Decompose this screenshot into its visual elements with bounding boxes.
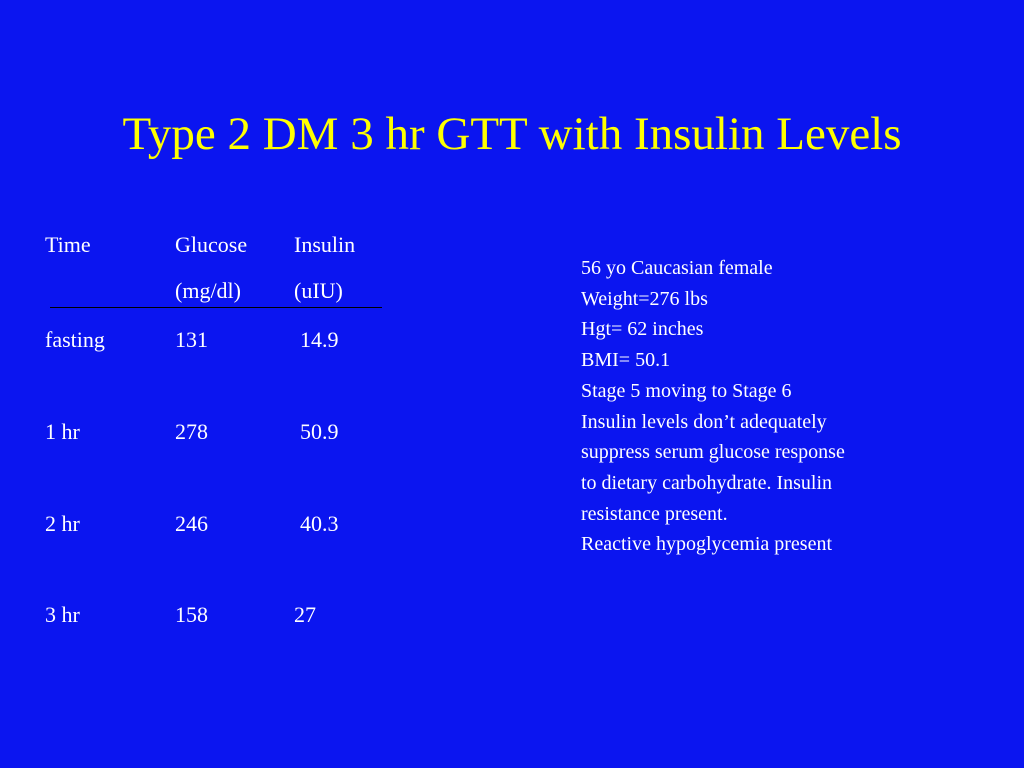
row-time: 1 hr [45,419,80,444]
header-glucose-unit: (mg/dl) [175,278,241,303]
row-time: 3 hr [45,602,80,627]
note-line: Weight=276 lbs [581,287,708,310]
row-time: fasting [45,327,105,352]
note-line: Insulin levels don’t adequately [581,410,827,433]
row-glucose: 246 [175,511,208,536]
header-time: Time [45,232,91,257]
note-line: 56 yo Caucasian female [581,257,773,279]
row-insulin: 27 [294,602,316,627]
note-line: BMI= 50.1 [581,349,671,372]
row-glucose: 278 [175,419,208,444]
note-line: resistance present. [581,502,728,525]
note-line: suppress serum glucose response [581,441,845,464]
header-insulin: Insulin [294,232,356,257]
row-glucose: 158 [175,602,208,627]
note-line: Stage 5 moving to Stage 6 [581,379,792,402]
header-insulin-unit: (uIU) [294,278,343,303]
row-insulin: 40.3 [300,511,339,536]
row-insulin: 50.9 [300,419,339,444]
row-glucose: 131 [175,327,208,352]
patient-notes: 56 yo Caucasian female Weight=276 lbs Hg… [581,253,981,560]
row-insulin: 14.9 [300,327,339,352]
note-line: Hgt= 62 inches [581,318,704,341]
header-divider [50,307,382,308]
slide-title: Type 2 DM 3 hr GTT with Insulin Levels [122,108,902,160]
header-glucose: Glucose [175,232,248,257]
row-time: 2 hr [45,511,80,536]
note-line: Reactive hypoglycemia present [581,533,833,556]
note-line: to dietary carbohydrate. Insulin [581,471,833,494]
